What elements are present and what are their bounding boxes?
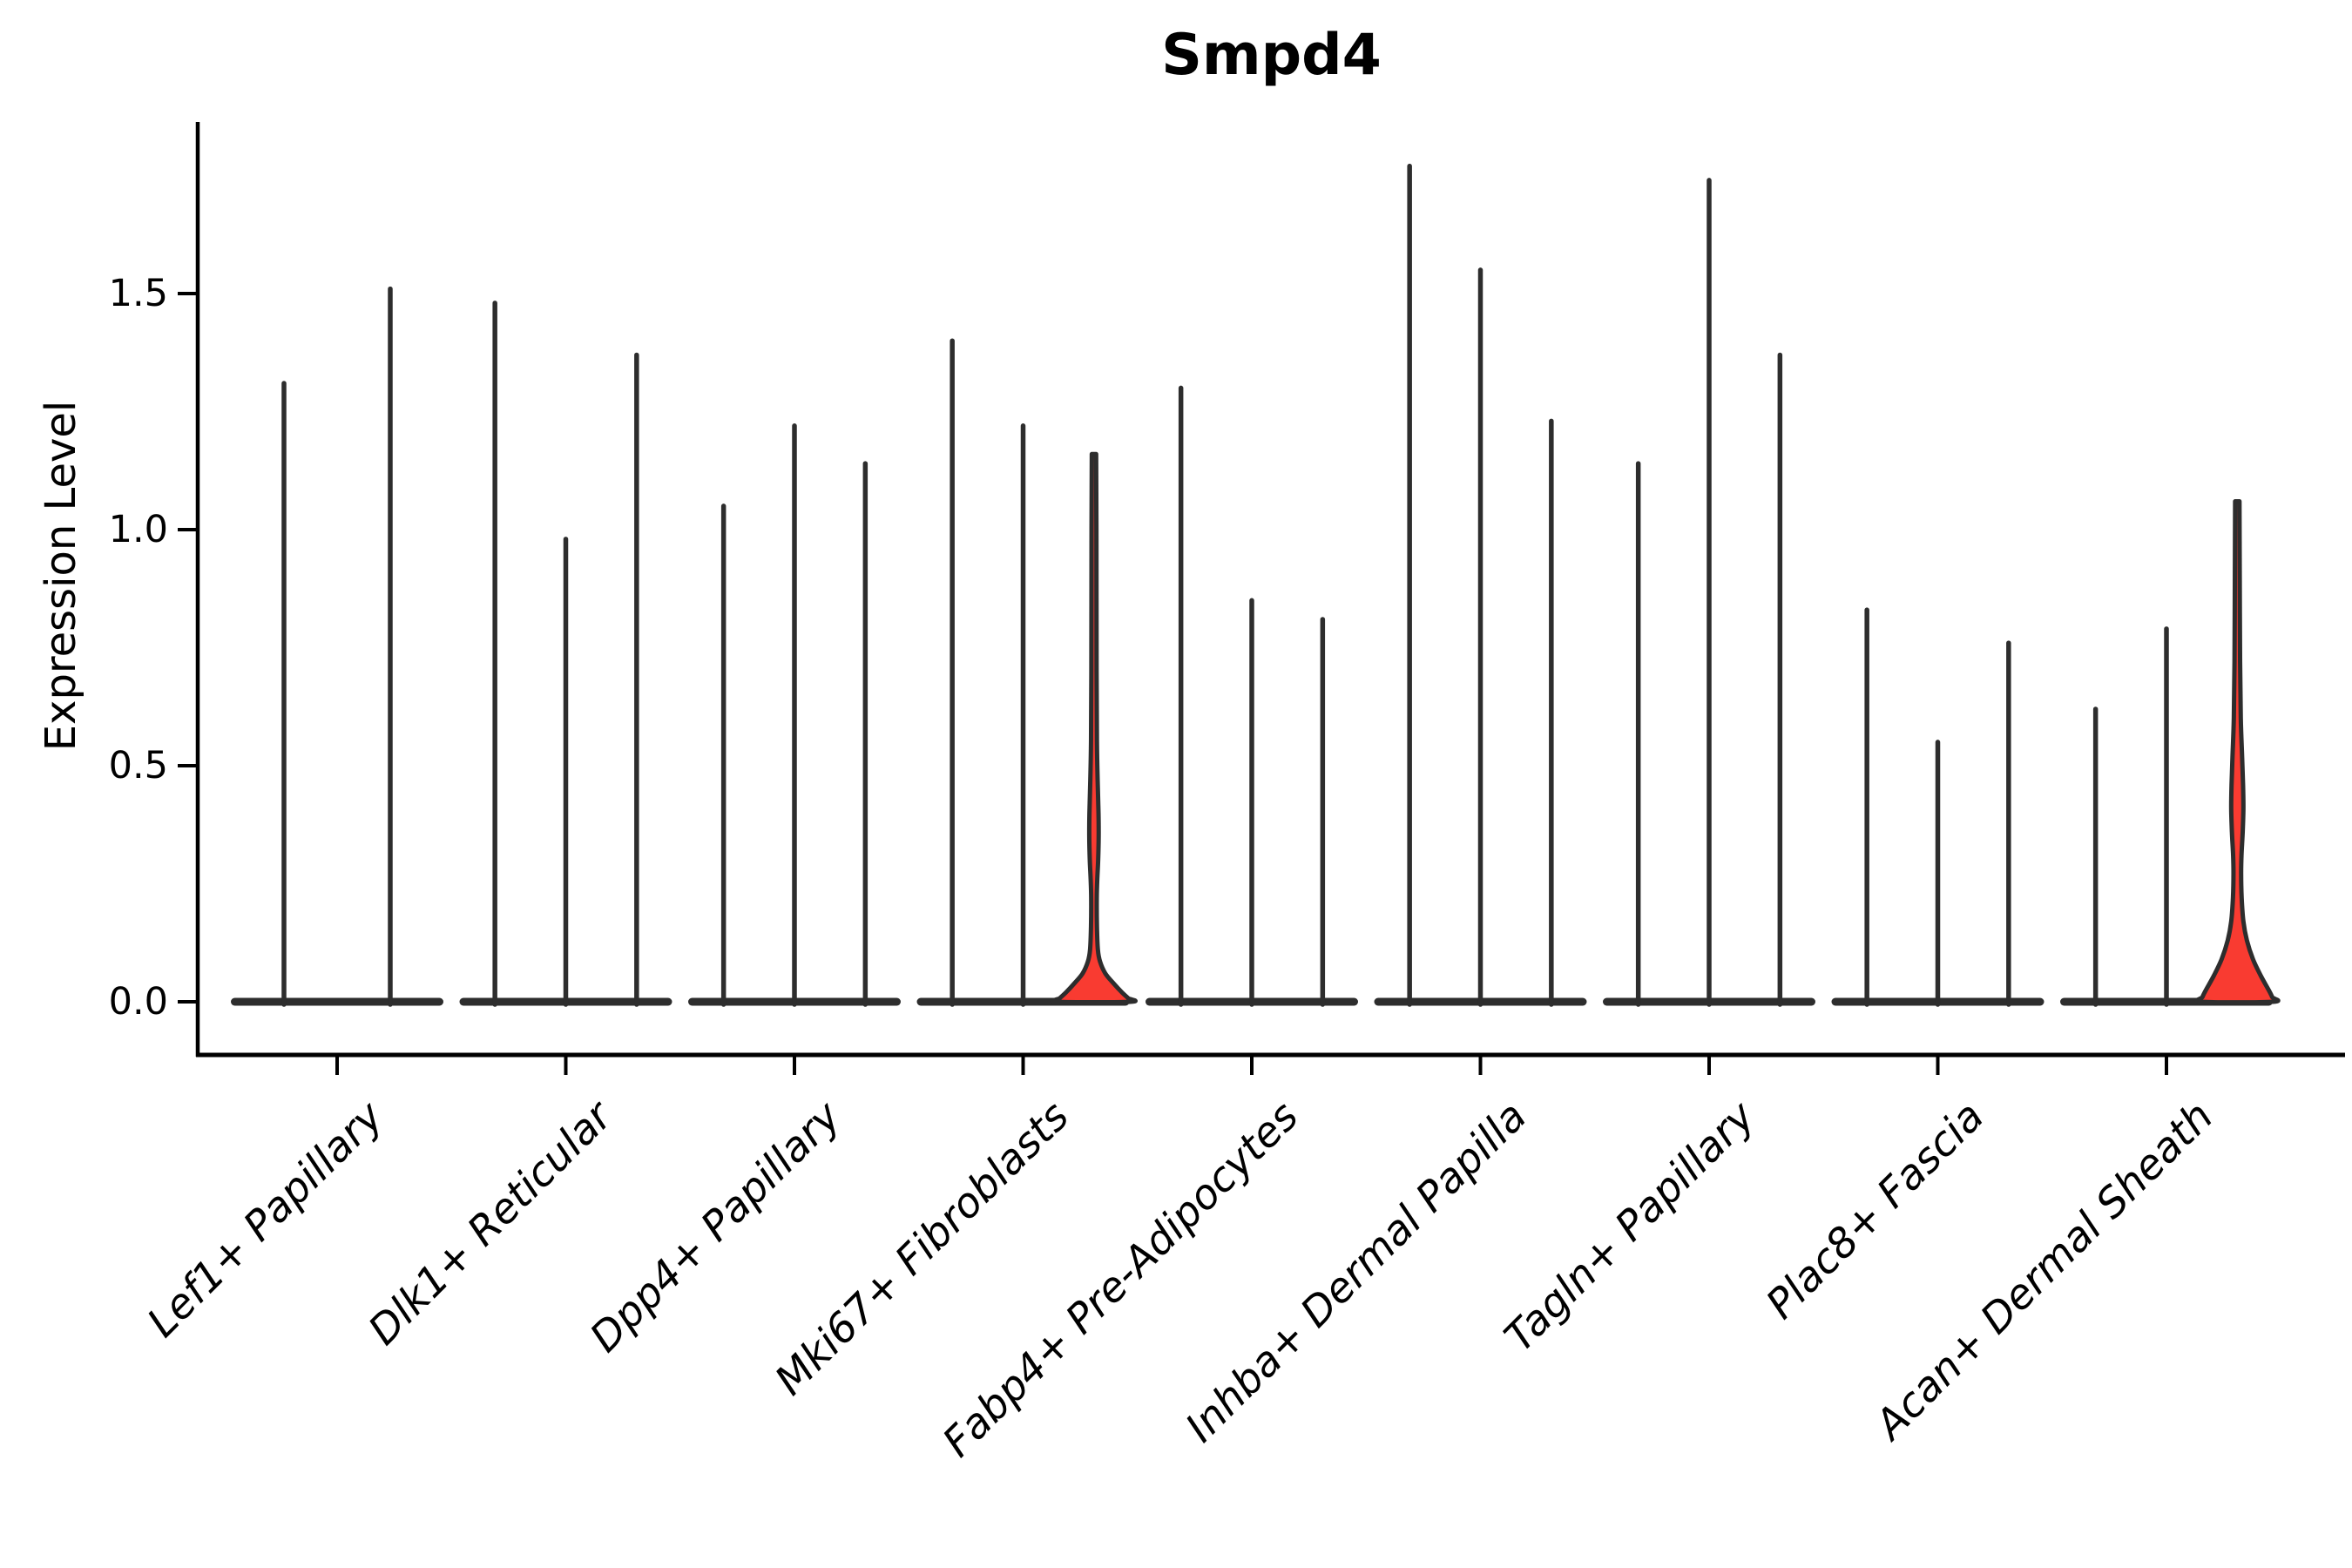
y-tick-label-0_0: 0.0 [108, 980, 168, 1024]
y-tick-label-1_5: 1.5 [108, 272, 168, 315]
violin-filled-8-2 [2193, 498, 2281, 1005]
y-tick-label-0_5: 0.5 [108, 744, 168, 787]
chart-title: Smpd4 [1161, 23, 1382, 88]
violin-baseline [231, 997, 443, 1006]
violin-filled-3-2 [1050, 451, 1138, 1005]
y-tick-label-1_0: 1.0 [108, 508, 168, 551]
